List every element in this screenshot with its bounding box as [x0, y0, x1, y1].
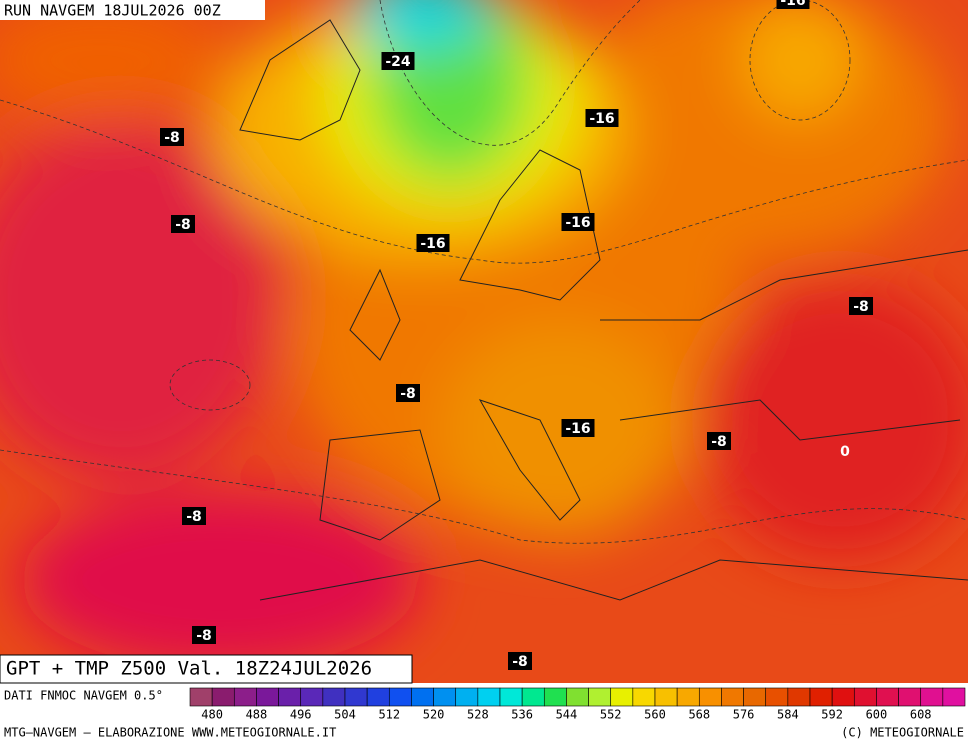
scale-swatch [566, 687, 589, 707]
field [0, 0, 968, 683]
scale-label: 512 [378, 708, 400, 722]
scale-label: 552 [600, 708, 622, 722]
scale-swatch [189, 687, 213, 707]
contour-label-box [182, 507, 206, 525]
scale-label: 600 [866, 708, 888, 722]
contour-label: -8 [400, 386, 416, 402]
scale-swatch [344, 687, 368, 707]
scale-swatch [300, 687, 324, 707]
contour-label-box [849, 297, 873, 315]
scale-swatch [898, 687, 922, 707]
scale-label: 536 [511, 708, 533, 722]
scale-swatch [499, 687, 523, 707]
scale-swatch [632, 687, 656, 707]
scale-label: 520 [423, 708, 445, 722]
scale-label: 584 [777, 708, 799, 722]
scale-swatch [543, 687, 567, 707]
footer-left: MTG–NAVGEM – ELABORAZIONE WWW.METEOGIORN… [4, 726, 336, 740]
contour-label: -16 [780, 0, 805, 9]
contour-label-box [776, 0, 810, 9]
scale-swatch [698, 687, 722, 707]
contour-label: -8 [175, 217, 191, 233]
contour-label-box [192, 626, 216, 644]
scale-label: 528 [467, 708, 489, 722]
scale-swatch [831, 687, 855, 707]
scale-swatch [743, 687, 767, 707]
scale-swatch [411, 687, 434, 707]
contour-label: -8 [196, 628, 212, 644]
scale-swatch [521, 687, 545, 707]
contour-label: -16 [420, 236, 445, 252]
contour-label: -16 [565, 421, 590, 437]
contour-label: -24 [385, 54, 411, 70]
footer-right: (C) METEOGIORNALE [841, 726, 964, 740]
scale-swatch [721, 687, 744, 707]
scale-source: DATI FNMOC NAVGEM 0.5° [4, 689, 163, 703]
contour-label-box [508, 652, 532, 670]
contour-label-box [396, 384, 420, 402]
scale-label: 488 [246, 708, 268, 722]
scale-swatch [787, 687, 811, 707]
contour-label: 0 [840, 444, 850, 460]
scale-swatch [942, 687, 966, 707]
scale-label: 480 [201, 708, 223, 722]
contour-label: -8 [164, 130, 180, 146]
scale-swatch [920, 687, 944, 707]
contour-label-box [381, 52, 415, 70]
scale-swatch [211, 687, 235, 707]
contour-label-box [561, 419, 595, 437]
scale-swatch [588, 687, 612, 707]
contour-label-box [585, 109, 619, 127]
scale-swatch [876, 687, 899, 707]
scale-swatch [654, 687, 678, 707]
scale-label: 544 [556, 708, 578, 722]
contour-label-box [160, 128, 184, 146]
contour-label: -8 [186, 509, 202, 525]
coastlines [239, 19, 968, 601]
scale-label: 504 [334, 708, 356, 722]
scale-label: 560 [644, 708, 666, 722]
scale-swatch [278, 687, 302, 707]
contour-label-box [707, 432, 731, 450]
scale-swatch [256, 687, 279, 707]
caption-title: GPT + TMP Z500 Val. 18Z24JUL2026 [6, 658, 372, 680]
contour-label: -8 [711, 434, 727, 450]
scale-swatch [765, 687, 789, 707]
contour-label: -8 [853, 299, 869, 315]
contour-label-box [561, 213, 595, 231]
contour-label-box [171, 215, 195, 233]
contour-label: -8 [512, 654, 528, 670]
contours [0, 0, 968, 544]
scale-label: 568 [688, 708, 710, 722]
contour-label: -16 [565, 215, 590, 231]
contour-label-box [416, 234, 450, 252]
scale-swatch [388, 687, 412, 707]
scale-swatch [477, 687, 501, 707]
header-box [0, 0, 265, 20]
scale-label: 592 [821, 708, 843, 722]
run-label: RUN NAVGEM 18JUL2026 00Z [4, 2, 221, 20]
scale-swatch [853, 687, 877, 707]
caption-box [0, 654, 413, 684]
scale-label: 608 [910, 708, 932, 722]
scale-swatch [676, 687, 700, 707]
scale-swatch [433, 687, 457, 707]
scale-swatch [366, 687, 390, 707]
scale-label: 496 [290, 708, 312, 722]
scale-swatch [322, 687, 346, 707]
scale-swatch [610, 687, 634, 707]
contour-label: -16 [589, 111, 614, 127]
scale-label: 576 [733, 708, 755, 722]
scale-swatch [809, 687, 833, 707]
scale-swatch [233, 687, 257, 707]
scale-swatch [455, 687, 479, 707]
